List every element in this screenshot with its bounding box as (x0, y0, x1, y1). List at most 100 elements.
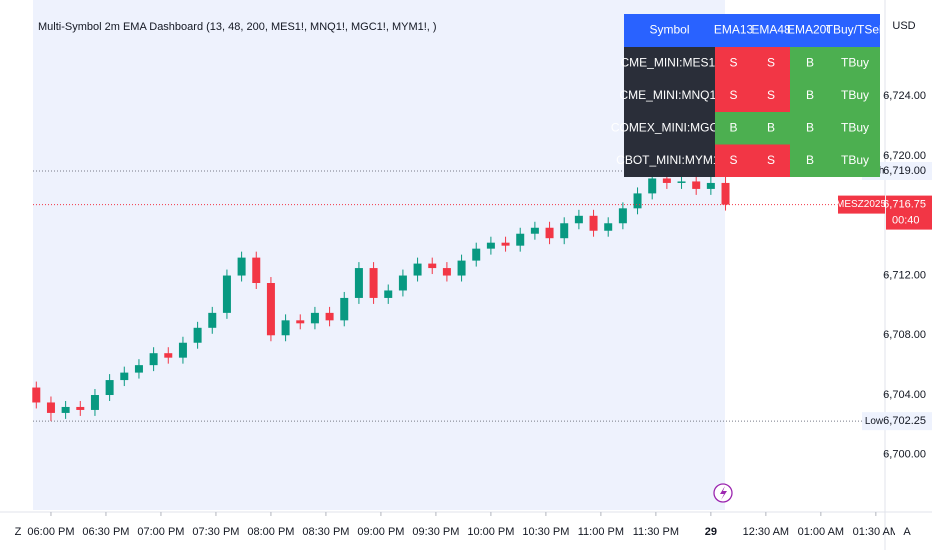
candle-body (633, 193, 642, 209)
signal-cell (715, 47, 752, 80)
signal-label: S (729, 55, 737, 69)
candle-body (46, 402, 55, 413)
signal-cell (752, 144, 790, 177)
symbol-label: COMEX_MINI:MGC1! (611, 120, 728, 134)
candle-body (222, 275, 231, 313)
candle-body (90, 395, 99, 410)
time-labels: 06:00 PM 06:30 PM 07:00 PM 07:30 PM 08:00 PM… (27, 512, 899, 538)
price-tag (886, 195, 932, 230)
candle-body (281, 320, 290, 336)
candle-body (604, 223, 613, 231)
header-label: TBuy/TSell (826, 23, 885, 37)
candle-body (442, 268, 451, 276)
header-cell (624, 14, 715, 47)
signal-label: TBuy (841, 120, 869, 134)
candle-body (545, 227, 554, 239)
candle-body (32, 387, 41, 403)
signal-label: B (729, 120, 737, 134)
auto-scale-button[interactable]: A (903, 526, 911, 538)
signal-cell (790, 79, 830, 112)
x-tick-label: 01:30 AM (853, 526, 899, 538)
header-label: EMA48 (751, 23, 791, 37)
y-tick-label: 6,704.00 (883, 389, 926, 401)
ref-value-bg (886, 161, 932, 180)
candle-body (486, 242, 495, 249)
candle-body (472, 248, 481, 261)
candle-body (325, 312, 334, 321)
candle-body (560, 223, 569, 239)
signal-label: B (806, 153, 814, 167)
x-tick-label: 29 (705, 526, 717, 538)
x-tick-label: 10:00 PM (467, 526, 514, 538)
candle-body (340, 297, 349, 321)
y-tick-label: 6,720.00 (883, 150, 926, 162)
symbol-tag (838, 195, 885, 214)
candle-body (677, 181, 686, 183)
symbol-label: CME_MINI:MNQ1! (619, 88, 719, 102)
signal-cell (752, 79, 790, 112)
candle-body (266, 283, 275, 336)
candle-body (164, 353, 173, 358)
chart-title: Multi-Symbol 2m EMA Dashboard (13, 48, 2… (38, 21, 437, 33)
ref-value: 6,719.00 (883, 165, 926, 177)
y-tick-label: 6,712.00 (883, 269, 926, 281)
signal-label: B (767, 120, 775, 134)
candle-body (354, 268, 363, 298)
ref-label-bg (862, 412, 886, 431)
candle-body (134, 365, 143, 373)
symbol-cell (624, 79, 715, 112)
signal-cell (830, 79, 880, 112)
candle-body (178, 342, 187, 358)
axis-edge-glyph: Z (15, 526, 22, 538)
x-tick-label: 11:00 PM (578, 526, 624, 538)
candle-body (530, 227, 539, 234)
symbol-name: MESZ2025 (836, 199, 886, 210)
signal-cell (790, 144, 830, 177)
signal-cell (790, 47, 830, 80)
signal-label: B (806, 120, 814, 134)
signal-cell (830, 47, 880, 80)
candle-body (618, 208, 627, 224)
header-cell (830, 14, 880, 47)
signal-cell (830, 112, 880, 145)
signal-cell (715, 112, 752, 145)
candle-body (310, 312, 319, 324)
signal-label: TBuy (841, 88, 869, 102)
candle-body (252, 257, 261, 284)
symbol-label: CBOT_MINI:MYM1! (616, 153, 723, 167)
candle-body (648, 178, 657, 194)
x-tick-label: 01:00 AM (798, 526, 844, 538)
signal-label: TBuy (841, 153, 869, 167)
signal-label: S (729, 88, 737, 102)
header-cell (715, 14, 752, 47)
y-tick-label: 6,724.00 (883, 90, 926, 102)
candle-body (149, 353, 158, 366)
symbol-cell (624, 144, 715, 177)
x-tick-label: 12:30 AM (743, 526, 789, 538)
countdown: 00:40 (892, 215, 920, 227)
signal-label: B (806, 55, 814, 69)
x-tick-label: 09:00 PM (357, 526, 404, 538)
candle-body (61, 406, 70, 413)
x-tick-label: 09:30 PM (412, 526, 459, 538)
candle-body (413, 263, 422, 276)
icon-bolt (720, 486, 727, 500)
candle-body (501, 242, 510, 246)
x-tick-label: 06:30 PM (82, 526, 129, 538)
replay-icon[interactable] (713, 483, 733, 503)
y-tick-label: 6,708.00 (883, 329, 926, 341)
candle-body (516, 233, 525, 246)
header-cell (790, 14, 830, 47)
candle-body (457, 260, 466, 276)
ref-name: Low (865, 416, 884, 427)
signal-label: S (767, 55, 775, 69)
y-tick-label: 6,700.00 (883, 449, 926, 461)
x-tick-label: 07:00 PM (137, 526, 184, 538)
signal-cell (752, 112, 790, 145)
candle-body (76, 406, 85, 410)
signal-cell (715, 79, 752, 112)
header-label: EMA13 (714, 23, 754, 37)
candle-body (369, 268, 378, 298)
